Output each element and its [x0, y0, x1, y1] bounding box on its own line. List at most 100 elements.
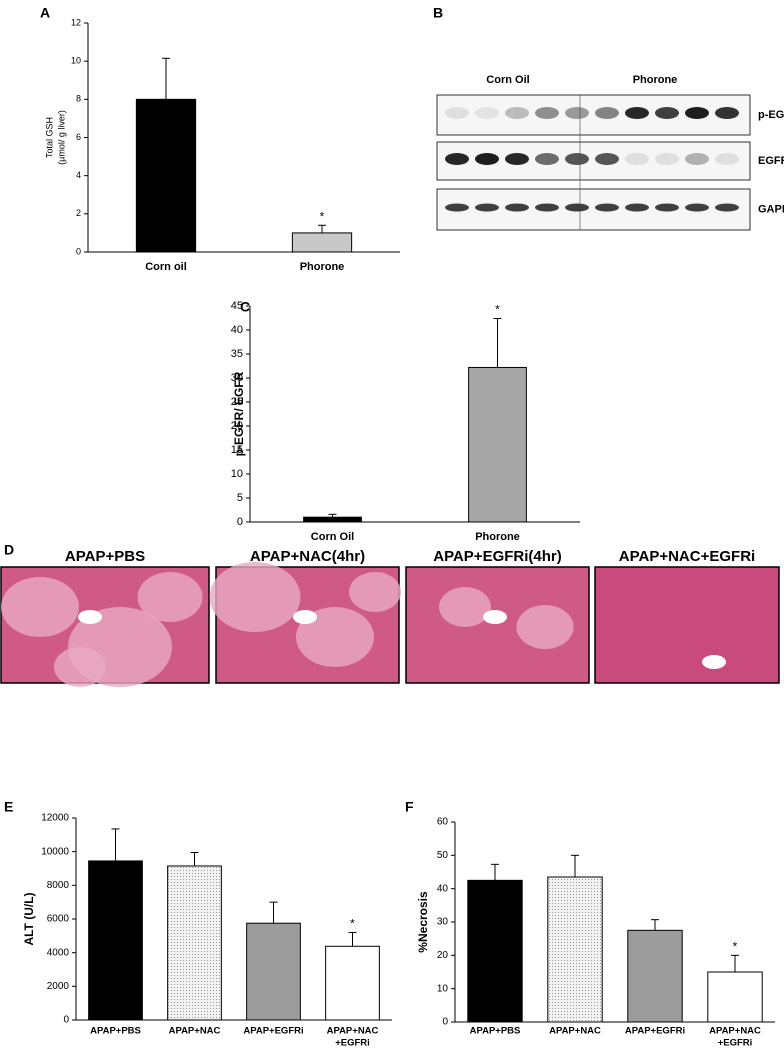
- error-bar: [328, 513, 337, 518]
- pale-region: [516, 605, 574, 649]
- blot-row-label: GAPDH: [758, 203, 784, 215]
- blot-band: [595, 153, 619, 165]
- blot-band: [445, 153, 469, 165]
- blot-row-label: EGFR: [758, 155, 784, 167]
- blot-band: [565, 107, 589, 119]
- panel-label: E: [4, 799, 13, 815]
- y-tick-label: 50: [437, 850, 449, 861]
- y-axis-label: ALT (U/L): [22, 892, 36, 945]
- x-tick-label: APAP+EGFRi: [243, 1026, 303, 1037]
- bar: [467, 879, 523, 1023]
- y-tick-label: 4000: [47, 947, 70, 958]
- y-tick-label: 25: [231, 396, 243, 408]
- bar: [246, 922, 301, 1021]
- y-axis-label: (µmol/ g liver): [56, 110, 66, 165]
- pale-region: [137, 572, 203, 622]
- y-axis-label: Total GSH: [44, 117, 54, 158]
- y-tick-label: 2: [76, 208, 81, 218]
- bar: [167, 865, 222, 1021]
- significance-mark: *: [495, 303, 500, 317]
- error-bar: [571, 854, 579, 877]
- pale-region: [349, 572, 401, 612]
- y-tick-label: 4: [76, 170, 81, 180]
- x-tick-label: Phorone: [475, 531, 520, 543]
- vessel: [483, 610, 507, 624]
- blot-band: [715, 107, 739, 119]
- blot-group-label: Phorone: [633, 74, 678, 86]
- y-tick-label: 35: [231, 348, 243, 360]
- pale-region: [1, 577, 79, 637]
- y-tick-label: 12000: [41, 813, 69, 824]
- panel-label: B: [433, 5, 443, 21]
- error-bar: [111, 828, 120, 861]
- histology-image: [594, 566, 780, 684]
- error-bar: [493, 317, 502, 368]
- pale-region: [54, 647, 106, 687]
- blot-band: [445, 107, 469, 119]
- blot-band: [715, 203, 739, 212]
- error-bar: [318, 224, 326, 233]
- y-tick-label: 10: [437, 983, 449, 994]
- blot-band: [625, 153, 649, 165]
- y-tick-label: 8: [76, 94, 81, 104]
- blot-band: [475, 107, 499, 119]
- y-tick-label: 10: [71, 56, 81, 66]
- y-tick-label: 30: [231, 372, 243, 384]
- y-axis-label: %Necrosis: [416, 891, 430, 953]
- bar: [547, 876, 603, 1023]
- error-bar: [162, 57, 170, 100]
- y-tick-label: 45: [231, 300, 243, 312]
- x-tick-label: APAP+NAC: [709, 1026, 761, 1037]
- vessel: [293, 610, 317, 624]
- y-tick-label: 0: [442, 1017, 448, 1028]
- x-tick-label: APAP+EGFRi: [625, 1026, 685, 1037]
- y-tick-label: 6: [76, 132, 81, 142]
- blot-band: [595, 203, 619, 212]
- x-tick-label: Corn oil: [145, 261, 187, 273]
- x-tick-label: APAP+NAC: [549, 1026, 601, 1037]
- pale-region: [439, 587, 491, 627]
- vessel: [78, 610, 102, 624]
- blot-row-label: p-EGFR: [758, 109, 784, 121]
- y-tick-label: 0: [76, 246, 81, 256]
- error-bar: [491, 863, 499, 881]
- significance-mark: *: [320, 209, 325, 223]
- blot-band: [565, 153, 589, 165]
- blot-band: [625, 107, 649, 119]
- significance-mark: *: [733, 940, 738, 954]
- panel-label: D: [4, 542, 14, 558]
- blot-band: [505, 153, 529, 165]
- vessel: [702, 655, 726, 669]
- x-tick-label: APAP+PBS: [90, 1026, 141, 1037]
- y-axis-label: p-EGFR/ EGFR: [232, 371, 246, 456]
- y-tick-label: 20: [437, 950, 449, 961]
- error-bar: [731, 954, 739, 972]
- x-tick-label: Corn Oil: [311, 531, 354, 543]
- y-tick-label: 2000: [47, 981, 70, 992]
- y-tick-label: 40: [437, 883, 449, 894]
- x-tick-label: +EGFRi: [335, 1038, 370, 1049]
- y-tick-label: 30: [437, 917, 449, 928]
- condition-label: APAP+NAC+EGFRi: [619, 548, 755, 565]
- blot-band: [475, 203, 499, 212]
- blot-band: [535, 107, 559, 119]
- blot-band: [535, 153, 559, 165]
- blot-band: [715, 153, 739, 165]
- error-bar: [651, 919, 659, 931]
- blot-band: [595, 107, 619, 119]
- blot-band: [685, 107, 709, 119]
- blot-band: [685, 153, 709, 165]
- blot-band: [625, 203, 649, 212]
- blot-band: [505, 203, 529, 212]
- pale-region: [209, 562, 301, 632]
- blot-band: [655, 107, 679, 119]
- panel-label: A: [40, 5, 50, 21]
- blot-band: [655, 153, 679, 165]
- x-tick-label: APAP+PBS: [470, 1026, 521, 1037]
- x-tick-label: APAP+NAC: [169, 1026, 221, 1037]
- blot-band: [685, 203, 709, 212]
- y-tick-label: 6000: [47, 914, 70, 925]
- y-tick-label: 40: [231, 324, 243, 336]
- condition-label: APAP+NAC(4hr): [250, 548, 365, 565]
- blot-band: [535, 203, 559, 212]
